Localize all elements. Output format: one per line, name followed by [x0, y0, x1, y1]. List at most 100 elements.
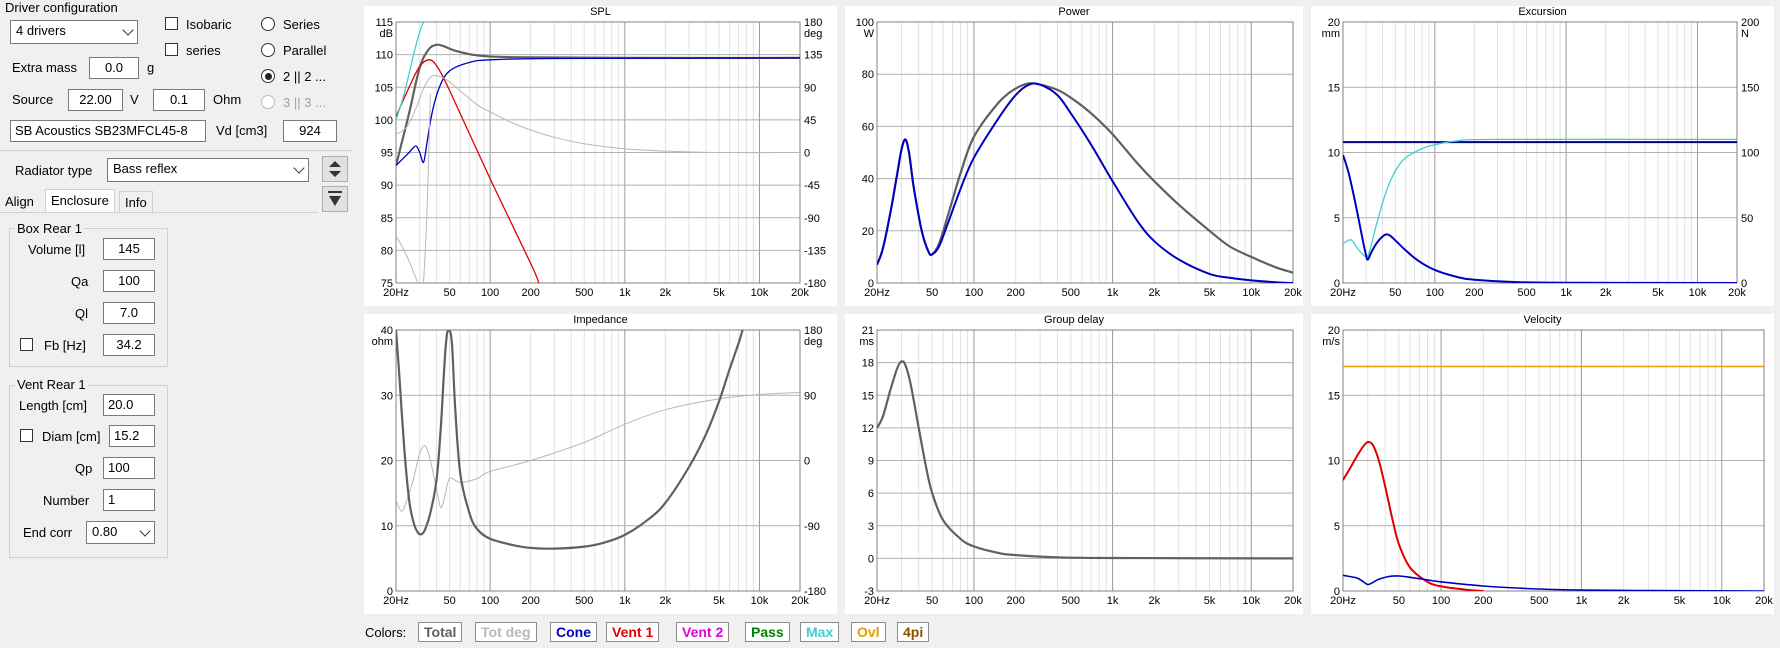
diam-label: Diam [cm]: [42, 429, 101, 444]
plot-frame: [876, 21, 1294, 284]
series-line: [396, 330, 744, 550]
y-unit-label: mm: [1322, 28, 1340, 40]
radio-3x3[interactable]: [261, 95, 275, 109]
y2-tick-label: 150: [1741, 82, 1759, 94]
chart-title: Velocity: [1523, 314, 1562, 326]
x-tick-label: 20Hz: [1330, 595, 1356, 607]
chart-excursion[interactable]: Excursion 20 15 10 5 0 mm 200 150 100 50 0 N 20Hz 50 1…: [1311, 6, 1774, 306]
tab-info[interactable]: Info: [119, 191, 153, 213]
chart-title: Excursion: [1518, 6, 1567, 18]
series-line: [1343, 574, 1764, 591]
driver-config-title: Driver configuration: [5, 0, 118, 15]
source-voltage-input[interactable]: 22.00: [68, 89, 123, 111]
tab-enclosure[interactable]: Enclosure: [45, 189, 115, 213]
y-unit-label: W: [864, 28, 875, 40]
end-corr-select[interactable]: 0.80: [86, 521, 155, 544]
source-ohm-input[interactable]: 0.1: [153, 89, 205, 111]
x-tick-label: 20k: [1284, 287, 1302, 299]
y-tick-label: 75: [381, 278, 393, 290]
x-tick-label: 10k: [1713, 595, 1731, 607]
x-tick-label: 20k: [1755, 595, 1773, 607]
x-tick-label: 10k: [751, 287, 769, 299]
chevron-down-icon: [293, 162, 305, 174]
isobaric-label: Isobaric: [186, 17, 232, 32]
x-tick-label: 2k: [1149, 287, 1161, 299]
isobaric-checkbox[interactable]: [165, 17, 178, 30]
x-tick-label: 200: [521, 287, 539, 299]
series-group: [1343, 365, 1764, 591]
y-tick-label: 115: [375, 17, 393, 29]
x-tick-label: 20k: [1284, 595, 1302, 607]
y2-unit-label: deg: [804, 28, 822, 40]
chart-spl[interactable]: SPL 115 110 105 100 95 90 85 80 75 dB 180 135 90 45 0 -…: [364, 6, 837, 306]
y2-tick-label: -135: [804, 245, 826, 257]
y-tick-label: 5: [1334, 213, 1340, 225]
extra-mass-input[interactable]: 0.0: [89, 57, 139, 79]
legend-vent-2[interactable]: Vent 2: [676, 622, 730, 642]
driver-name-field[interactable]: SB Acoustics SB23MFCL45-8: [10, 120, 206, 142]
radio-2x2[interactable]: [261, 69, 275, 83]
fb-input[interactable]: 34.2: [103, 334, 155, 356]
x-tick-label: 5k: [1204, 595, 1216, 607]
y-tick-label: 85: [381, 213, 393, 225]
grid: [396, 329, 800, 592]
series-line: [396, 22, 425, 121]
drivers-select-value: 4 drivers: [16, 23, 66, 38]
qp-input[interactable]: 100: [103, 457, 155, 479]
legend-total[interactable]: Total: [418, 622, 463, 642]
length-input[interactable]: 20.0: [103, 394, 155, 416]
radiator-type-select[interactable]: Bass reflex: [107, 158, 309, 182]
legend-vent-1[interactable]: Vent 1: [606, 622, 660, 642]
x-tick-label: 20Hz: [864, 287, 890, 299]
volume-input[interactable]: 145: [103, 238, 155, 260]
y2-tick-label: -45: [804, 180, 820, 192]
up-down-button[interactable]: [322, 156, 348, 182]
left-panel: Driver configuration 4 drivers Isobaric …: [0, 0, 354, 648]
plot-frame: [876, 329, 1294, 592]
collapse-button[interactable]: [322, 186, 348, 212]
series-group: [1343, 138, 1737, 283]
drivers-select[interactable]: 4 drivers: [10, 20, 138, 44]
number-input[interactable]: 1: [103, 489, 155, 511]
legend-pass[interactable]: Pass: [745, 622, 790, 642]
fb-checkbox[interactable]: [20, 338, 33, 351]
x-tick-label: 20k: [791, 287, 809, 299]
chart-impedance[interactable]: Impedance 40 30 20 10 0 ohm 180 90 0 -90 -180 deg 20…: [364, 314, 837, 614]
series-line: [396, 391, 800, 512]
x-tick-label: 20Hz: [383, 287, 409, 299]
collapse-down-icon: [328, 191, 342, 206]
y2-tick-label: 100: [1741, 148, 1759, 160]
diam-input[interactable]: 15.2: [109, 425, 155, 447]
source-ohm-unit: Ohm: [213, 92, 242, 107]
y-tick-label: 12: [862, 423, 874, 435]
legend-max[interactable]: Max: [800, 622, 840, 642]
y2-tick-label: 90: [804, 390, 816, 402]
parallel-radio[interactable]: [261, 43, 275, 57]
series-radio[interactable]: [261, 17, 275, 31]
chart-velocity[interactable]: Velocity 20 15 10 5 0 m/s 20Hz 50 100 200 500 1k 2k 5…: [1311, 314, 1774, 614]
colors-label: Colors:: [365, 625, 407, 640]
vd-input[interactable]: 924: [283, 120, 337, 142]
chart-power[interactable]: Power 100 80 60 40 20 0 W 20Hz 50 100 200 500 1k 2k 5k…: [845, 6, 1303, 306]
ql-input[interactable]: 7.0: [103, 302, 155, 324]
x-tick-label: 2k: [1618, 595, 1630, 607]
legend-ovl[interactable]: Ovl: [851, 622, 886, 642]
x-tick-label: 50: [926, 595, 938, 607]
y2-tick-label: 0: [804, 148, 810, 160]
legend-tot-deg[interactable]: Tot deg: [475, 622, 537, 642]
chevron-down-icon: [122, 24, 134, 36]
legend-4pi[interactable]: 4pi: [897, 622, 930, 642]
diam-checkbox[interactable]: [20, 429, 33, 442]
chart-group-delay[interactable]: Group delay 21 18 15 12 9 6 3 0 -3 ms 20Hz 50 100 200…: [845, 314, 1303, 614]
y2-tick-label: -90: [804, 521, 820, 533]
y-tick-label: 10: [1328, 148, 1340, 160]
series-line: [1343, 440, 1484, 591]
y2-tick-label: -90: [804, 213, 820, 225]
x-tick-label: 200: [521, 595, 539, 607]
y-tick-label: 20: [1328, 325, 1340, 337]
qa-input[interactable]: 100: [103, 270, 155, 292]
legend-cone[interactable]: Cone: [550, 622, 597, 642]
tab-align[interactable]: Align: [5, 194, 34, 209]
series-checkbox[interactable]: [165, 43, 178, 56]
